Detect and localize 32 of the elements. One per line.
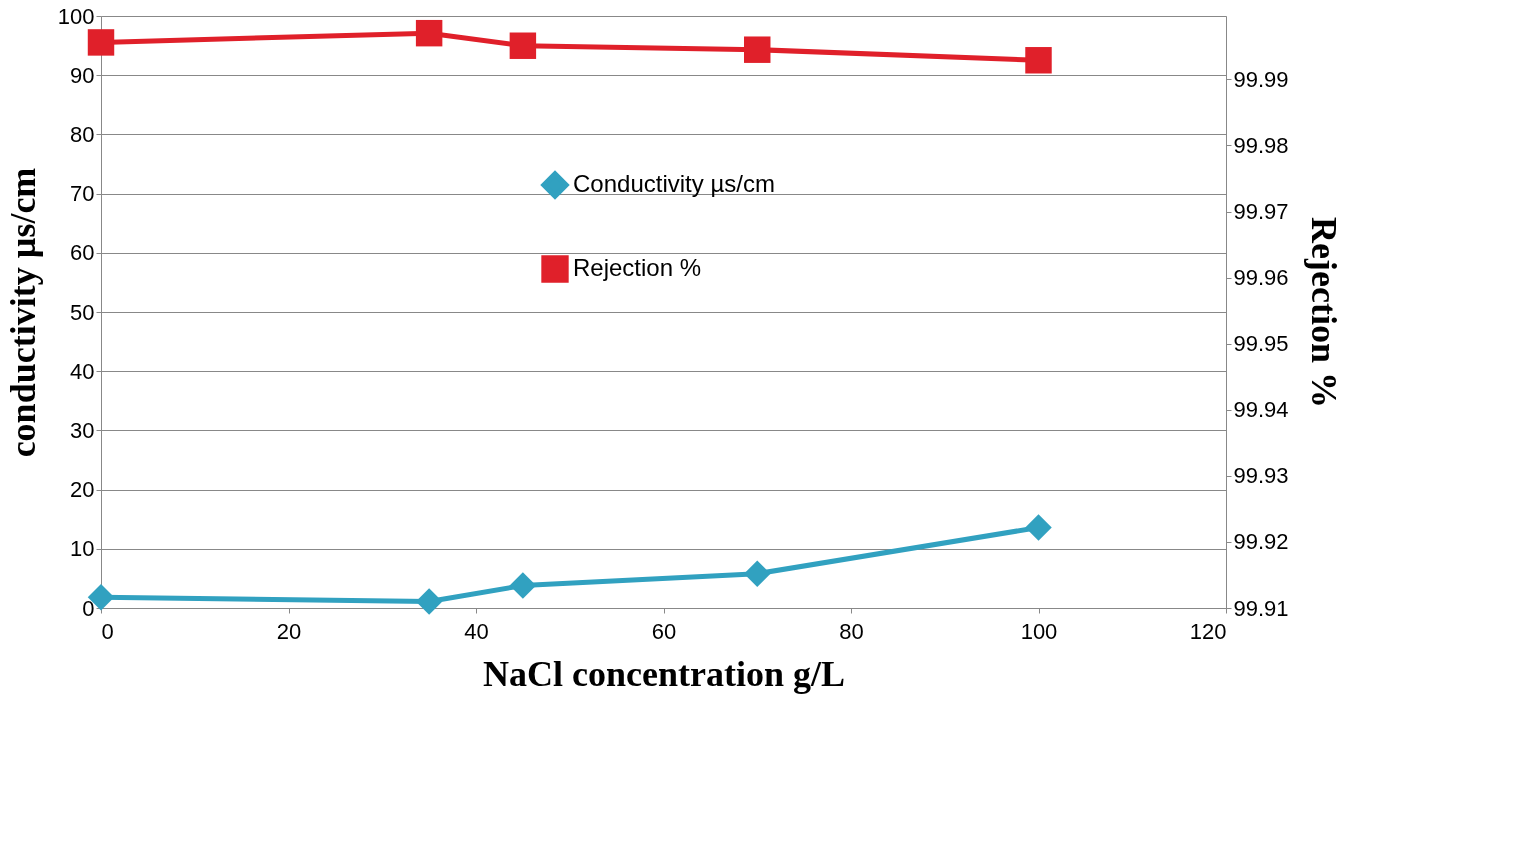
x-tick-label: 120 <box>1189 618 1227 644</box>
y2-tick-label: 99.94 <box>1233 397 1289 423</box>
legend-label: Conductivity µs/cm <box>573 170 775 197</box>
y-tick-label: 30 <box>70 417 95 443</box>
x-axis-title: NaCl concentration g/L <box>483 653 845 694</box>
y2-tick-label: 99.95 <box>1233 331 1289 357</box>
y-axis-title: conductivity µs/cm <box>2 167 43 458</box>
y-tick-label: 40 <box>70 358 95 384</box>
x-tick-label: 100 <box>1020 618 1058 644</box>
y2-tick-label: 99.97 <box>1233 199 1289 225</box>
y-tick-label: 10 <box>70 536 95 562</box>
legend-label: Rejection % <box>573 254 702 281</box>
x-tick-label: 60 <box>651 618 677 644</box>
y-tick-label: 100 <box>57 3 95 29</box>
y-tick-label: 20 <box>70 477 95 503</box>
y-tick-label: 80 <box>70 121 95 147</box>
y2-axis-title: Rejection % <box>1303 217 1344 408</box>
x-tick-label: 80 <box>839 618 864 644</box>
y2-tick-label: 99.92 <box>1233 529 1289 555</box>
x-tick-label: 20 <box>276 618 302 644</box>
y-tick-label: 90 <box>70 62 95 88</box>
y-tick-label: 50 <box>70 299 95 325</box>
x-tick-label: 0 <box>101 618 114 644</box>
y2-tick-label: 99.99 <box>1233 66 1289 92</box>
y-tick-label: 70 <box>70 181 95 207</box>
x-tick-label: 40 <box>464 618 489 644</box>
y-tick-label: 0 <box>82 595 95 621</box>
y2-tick-label: 99.91 <box>1233 595 1289 621</box>
y2-tick-label: 99.93 <box>1233 463 1289 489</box>
y-tick-label: 60 <box>70 240 95 266</box>
y2-tick-label: 99.98 <box>1233 133 1289 158</box>
y2-tick-label: 99.96 <box>1233 265 1289 291</box>
